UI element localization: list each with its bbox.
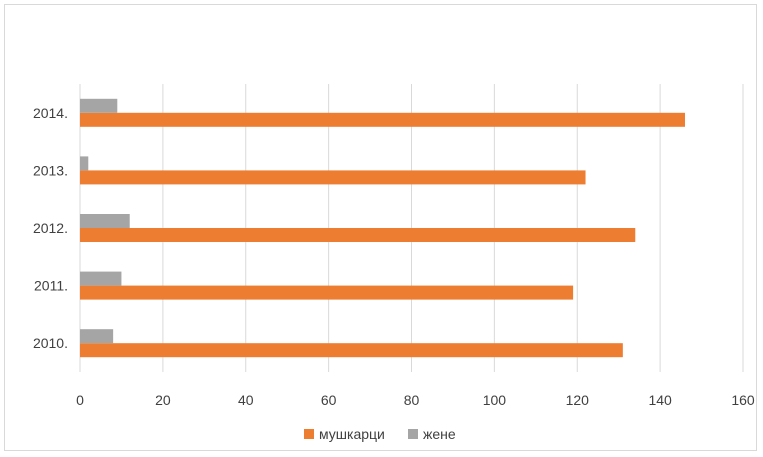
category-label: 2010. bbox=[33, 335, 68, 351]
bar-series-1 bbox=[80, 228, 636, 242]
bar-series-1 bbox=[80, 285, 574, 300]
bar-series-2 bbox=[80, 271, 122, 286]
x-tick-labels: 0 20 40 60 80 100 120 140 160 bbox=[76, 392, 755, 408]
x-tick-label: 80 bbox=[404, 392, 420, 408]
x-tick-label: 140 bbox=[648, 392, 672, 408]
bars bbox=[80, 98, 685, 358]
legend-swatch-series-1 bbox=[304, 429, 314, 439]
bar-series-2 bbox=[80, 214, 130, 228]
x-tick-label: 100 bbox=[483, 392, 507, 408]
category-label: 2012. bbox=[33, 220, 68, 236]
category-label: 2013. bbox=[33, 162, 68, 178]
legend-swatch-series-2 bbox=[408, 429, 418, 439]
category-label: 2014. bbox=[33, 105, 68, 121]
bar-series-1 bbox=[80, 343, 623, 358]
x-tick-label: 40 bbox=[238, 392, 254, 408]
x-tick-label: 160 bbox=[731, 392, 755, 408]
category-label: 2011. bbox=[34, 278, 68, 294]
x-tick-label: 120 bbox=[566, 392, 590, 408]
legend-label-series-1: мушкарци bbox=[319, 426, 385, 442]
bar-series-1 bbox=[80, 112, 685, 127]
bar-series-1 bbox=[80, 170, 586, 185]
category-labels: 2010. 2011. 2012. 2013. 2014. bbox=[33, 105, 68, 351]
bar-series-2 bbox=[80, 329, 114, 344]
bar-series-2 bbox=[80, 156, 89, 171]
legend-label-series-2: жене bbox=[423, 426, 456, 442]
bar-series-2 bbox=[80, 98, 118, 113]
legend: мушкарци жене bbox=[304, 426, 456, 442]
x-tick-label: 0 bbox=[76, 392, 84, 408]
x-tick-label: 60 bbox=[321, 392, 337, 408]
x-tick-label: 20 bbox=[155, 392, 171, 408]
